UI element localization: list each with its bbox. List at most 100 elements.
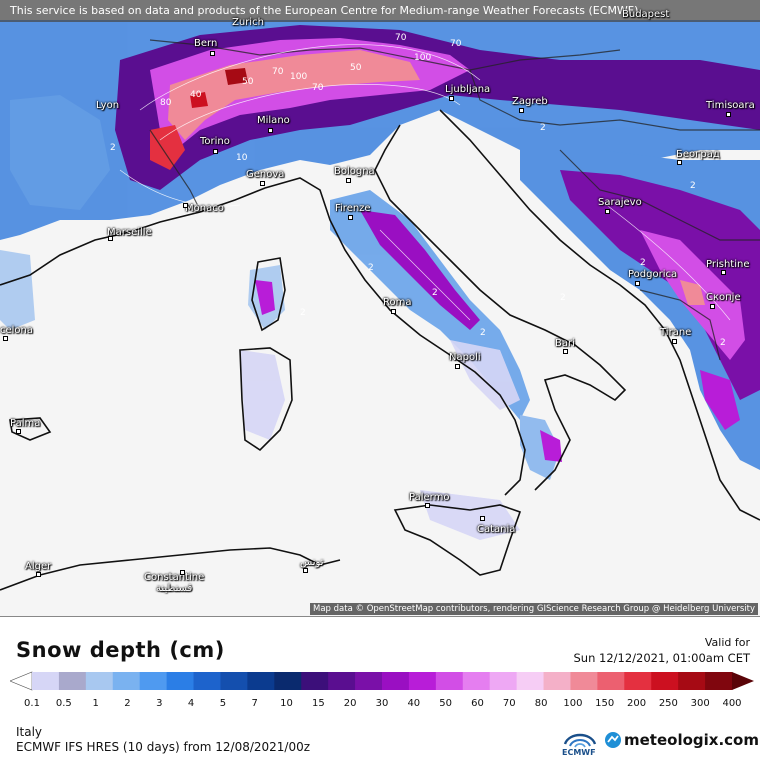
city-marker	[425, 503, 430, 508]
contour-label: 50	[350, 63, 362, 73]
ecmwf-logo	[563, 733, 597, 748]
colorbar-tick-label: 80	[534, 698, 548, 709]
colorbar-swatch	[543, 672, 571, 690]
city-label: Torino	[200, 136, 230, 147]
city-label: Ljubljana	[445, 84, 491, 95]
city-marker	[108, 236, 113, 241]
contour-label: 2	[368, 263, 374, 273]
city-marker	[303, 568, 308, 573]
city-marker	[210, 51, 215, 56]
city-label: Zurich	[232, 17, 264, 28]
contour-label: 50	[242, 77, 254, 87]
contour-lines	[119, 44, 731, 321]
colorbar-tick-label: 7	[251, 698, 258, 709]
contour-label-group: 70 100 70 50 70 100 70 50 80 40 10 2 2 2…	[110, 33, 726, 348]
city-label: Napoli	[449, 352, 481, 363]
colorbar-swatch	[408, 672, 437, 690]
map-attribution: Map data © OpenStreetMap contributors, r…	[310, 603, 758, 615]
contour-label: 2	[480, 328, 486, 338]
colorbar-swatch	[355, 672, 383, 690]
legend-title: Snow depth (cm)	[16, 638, 225, 662]
contour-label: 2	[720, 338, 726, 348]
colorbar-tick-label: 10	[280, 698, 293, 709]
city-marker	[672, 339, 677, 344]
coastlines	[0, 109, 760, 591]
city-label: Sarajevo	[598, 197, 642, 208]
city-label: Catania	[477, 524, 516, 535]
city-marker	[260, 181, 265, 186]
city-label: Скопје	[706, 292, 741, 303]
contour-label: 70	[272, 67, 284, 77]
colorbar-tick-label: 0.1	[24, 698, 40, 709]
city-marker	[635, 281, 640, 286]
city-marker	[346, 178, 351, 183]
city-marker	[455, 364, 460, 369]
colorbar-tick-label: 4	[187, 698, 195, 709]
city-marker	[563, 349, 568, 354]
city-marker	[16, 429, 21, 434]
colorbar-tick-label: 400	[722, 698, 742, 709]
contour-label: 2	[560, 293, 566, 303]
contour-label: 100	[414, 53, 431, 63]
colorbar-swatch	[705, 672, 733, 690]
city-marker	[183, 203, 188, 208]
contour-label: 70	[395, 33, 407, 43]
colorbar-tick-label: 40	[407, 698, 421, 709]
colorbar-swatch	[597, 672, 625, 690]
country-borders	[149, 39, 760, 361]
contour-label: 2	[432, 288, 438, 298]
city-marker	[721, 270, 726, 275]
colorbar-tick-label: 2	[124, 698, 131, 709]
colorbar-tick-label: 5	[219, 698, 227, 709]
city-label: Bologna	[334, 166, 375, 177]
contour-label: 10	[236, 153, 248, 163]
city-label: Constantine	[144, 572, 205, 583]
colorbar-tick-label: 1	[92, 698, 99, 709]
model-info: ECMWF IFS HRES (10 days) from 12/08/2021…	[16, 740, 311, 754]
colorbar-tick-label: 70	[502, 698, 516, 709]
colorbar-labels: 0.1 0.5 1 2 3 4 5 7 10 15 20 30 40 50 60 70 80 100 150 200 2…	[0, 698, 760, 712]
valid-date: Sun 12/12/2021, 01:00am CET	[573, 651, 751, 665]
ecmwf-logo-text: ECMWF	[562, 748, 596, 757]
city-label: Alger	[25, 561, 52, 572]
contour-label: 100	[290, 72, 307, 82]
city-marker	[480, 516, 485, 521]
colorbar-swatch	[32, 672, 60, 690]
colorbar-swatch	[247, 672, 275, 690]
colorbar-tick-label: 100	[563, 698, 583, 709]
colorbar-tick-label: 3	[156, 698, 163, 709]
colorbar-swatch	[678, 672, 706, 690]
city-marker	[268, 128, 273, 133]
city-marker	[677, 160, 682, 165]
colorbar-swatch	[489, 672, 518, 690]
colorbar-swatch	[516, 672, 545, 690]
disclaimer-bar: This service is based on data and produc…	[0, 0, 760, 22]
contour-label: 70	[450, 39, 462, 49]
city-label: Tirane	[660, 327, 692, 338]
city-label: Zagreb	[512, 96, 548, 107]
colorbar-arrow-low	[10, 671, 33, 691]
colorbar-swatch	[274, 672, 302, 690]
city-label: Lyon	[96, 100, 120, 111]
city-label: Monaco	[185, 203, 224, 214]
city-label: Timisoara	[706, 100, 755, 111]
colorbar-tick-label: 15	[311, 698, 325, 709]
contour-label: 2	[110, 143, 116, 153]
city-label: قسنطينة	[156, 583, 193, 594]
city-label: Marseille	[107, 227, 152, 238]
city-marker	[710, 304, 715, 309]
city-label: Prishtine	[706, 259, 750, 270]
map-canvas: 70 100 70 50 70 100 70 50 80 40 10 2 2 2…	[0, 20, 760, 591]
city-label: Bari	[555, 338, 575, 349]
colorbar-swatch	[382, 672, 410, 690]
snow-layer-peak	[150, 50, 705, 305]
city-marker	[213, 149, 218, 154]
city-marker	[3, 336, 8, 341]
city-label: Palma	[10, 418, 41, 429]
contour-label: 2	[640, 258, 646, 268]
city-marker	[605, 209, 610, 214]
contour-label: 70	[312, 83, 324, 93]
colorbar-tick-label: 0.5	[55, 698, 72, 709]
colorbar-swatch	[651, 672, 679, 690]
city-label: Podgorica	[628, 269, 678, 280]
